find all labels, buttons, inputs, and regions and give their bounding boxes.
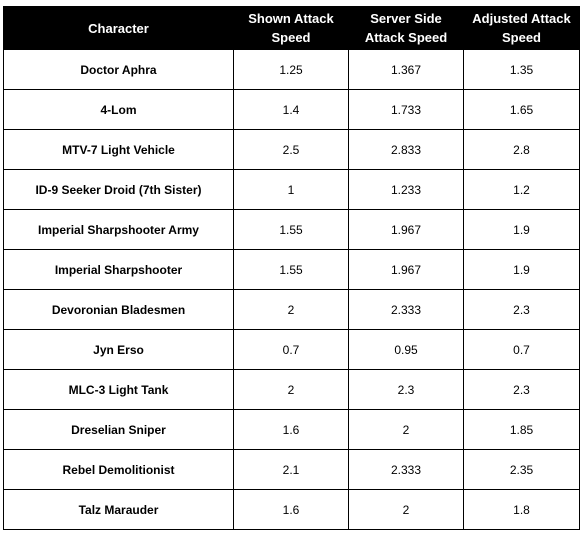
attack-speed-table-container: Character Shown Attack Speed Server Side… [3, 6, 580, 530]
character-name: Talz Marauder [3, 489, 234, 530]
character-name: Jyn Erso [3, 329, 234, 370]
shown-attack-speed-cell: 2 [233, 369, 349, 410]
shown-attack-speed-cell: 1.4 [233, 89, 349, 130]
table-row: MTV-7 Light Vehicle 2.5 2.833 2.8 [3, 129, 580, 170]
shown-attack-speed-cell: 1.55 [233, 209, 349, 250]
character-name: Devoronian Bladesmen [3, 289, 234, 330]
adjusted-attack-speed-cell: 1.9 [463, 249, 580, 290]
adjusted-attack-speed-cell: 1.8 [463, 489, 580, 530]
server-side-attack-speed-cell: 2.833 [348, 129, 464, 170]
adjusted-attack-speed-cell: 1.35 [463, 49, 580, 90]
server-side-attack-speed-cell: 1.967 [348, 209, 464, 250]
adjusted-attack-speed-cell: 1.2 [463, 169, 580, 210]
character-name: Rebel Demolitionist [3, 449, 234, 490]
adjusted-attack-speed-cell: 2.35 [463, 449, 580, 490]
table-row: ID-9 Seeker Droid (7th Sister) 1 1.233 1… [3, 169, 580, 210]
shown-attack-speed-cell: 1.25 [233, 49, 349, 90]
shown-attack-speed-cell: 2 [233, 289, 349, 330]
character-name: ID-9 Seeker Droid (7th Sister) [3, 169, 234, 210]
table-row: Jyn Erso 0.7 0.95 0.7 [3, 329, 580, 370]
character-name: MLC-3 Light Tank [3, 369, 234, 410]
table-row: Rebel Demolitionist 2.1 2.333 2.35 [3, 449, 580, 490]
server-side-attack-speed-cell: 1.733 [348, 89, 464, 130]
adjusted-attack-speed-cell: 1.85 [463, 409, 580, 450]
header-row: Character Shown Attack Speed Server Side… [3, 6, 580, 50]
server-side-attack-speed-cell: 2.333 [348, 289, 464, 330]
server-side-attack-speed-cell: 2.333 [348, 449, 464, 490]
table-row: Imperial Sharpshooter 1.55 1.967 1.9 [3, 249, 580, 290]
table-row: MLC-3 Light Tank 2 2.3 2.3 [3, 369, 580, 410]
shown-attack-speed-cell: 1.6 [233, 489, 349, 530]
character-name: Imperial Sharpshooter [3, 249, 234, 290]
server-side-attack-speed-cell: 1.367 [348, 49, 464, 90]
server-side-attack-speed-cell: 2 [348, 489, 464, 530]
adjusted-attack-speed-cell: 2.8 [463, 129, 580, 170]
character-name: 4-Lom [3, 89, 234, 130]
shown-attack-speed-cell: 2.5 [233, 129, 349, 170]
server-side-attack-speed-cell: 2.3 [348, 369, 464, 410]
table-row: Dreselian Sniper 1.6 2 1.85 [3, 409, 580, 450]
character-name: Imperial Sharpshooter Army [3, 209, 234, 250]
table-row: Imperial Sharpshooter Army 1.55 1.967 1.… [3, 209, 580, 250]
server-side-attack-speed-cell: 2 [348, 409, 464, 450]
adjusted-attack-speed-cell: 2.3 [463, 289, 580, 330]
shown-attack-speed-cell: 1.6 [233, 409, 349, 450]
table-row: Doctor Aphra 1.25 1.367 1.35 [3, 49, 580, 90]
shown-attack-speed-cell: 0.7 [233, 329, 349, 370]
table-row: 4-Lom 1.4 1.733 1.65 [3, 89, 580, 130]
shown-attack-speed-cell: 1.55 [233, 249, 349, 290]
header-adjusted-attack-speed: Adjusted Attack Speed [463, 6, 580, 50]
character-name: Doctor Aphra [3, 49, 234, 90]
server-side-attack-speed-cell: 1.967 [348, 249, 464, 290]
attack-speed-table: Character Shown Attack Speed Server Side… [3, 6, 580, 530]
table-row: Devoronian Bladesmen 2 2.333 2.3 [3, 289, 580, 330]
character-name: Dreselian Sniper [3, 409, 234, 450]
adjusted-attack-speed-cell: 1.65 [463, 89, 580, 130]
server-side-attack-speed-cell: 1.233 [348, 169, 464, 210]
adjusted-attack-speed-cell: 1.9 [463, 209, 580, 250]
header-shown-attack-speed: Shown Attack Speed [233, 6, 349, 50]
shown-attack-speed-cell: 1 [233, 169, 349, 210]
server-side-attack-speed-cell: 0.95 [348, 329, 464, 370]
character-name: MTV-7 Light Vehicle [3, 129, 234, 170]
adjusted-attack-speed-cell: 0.7 [463, 329, 580, 370]
shown-attack-speed-cell: 2.1 [233, 449, 349, 490]
header-server-side-attack-speed: Server Side Attack Speed [348, 6, 464, 50]
adjusted-attack-speed-cell: 2.3 [463, 369, 580, 410]
header-character: Character [3, 6, 234, 50]
table-row: Talz Marauder 1.6 2 1.8 [3, 489, 580, 530]
